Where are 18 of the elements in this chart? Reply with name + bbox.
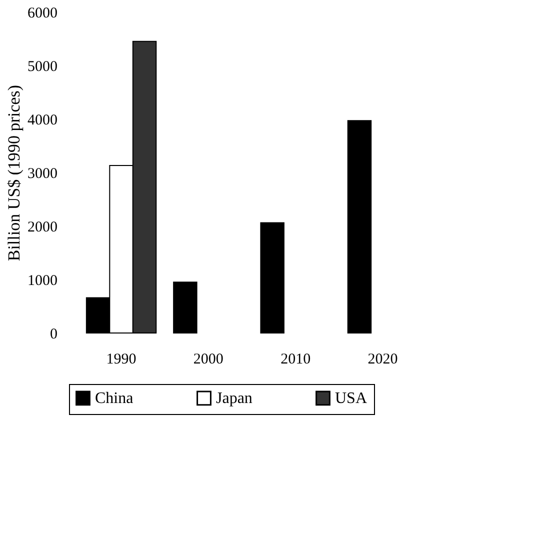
legend-label: Japan xyxy=(216,390,252,408)
bar xyxy=(173,282,198,334)
x-tick-label: 1990 xyxy=(106,352,136,368)
y-tick-label: 6000 xyxy=(28,6,58,22)
y-tick-label: 2000 xyxy=(28,220,58,236)
y-axis-title: Billion US$ (1990 prices) xyxy=(4,84,24,262)
y-tick-label: 5000 xyxy=(28,59,58,75)
y-tick-label: 0 xyxy=(50,326,58,342)
y-tick-label: 4000 xyxy=(28,112,58,128)
bar xyxy=(260,222,284,334)
y-tick-label: 1000 xyxy=(28,273,58,289)
bar xyxy=(347,120,372,334)
x-tick-label: 2000 xyxy=(193,352,224,368)
x-tick-label: 2020 xyxy=(368,352,398,368)
x-tick-label: 2010 xyxy=(280,352,311,368)
y-tick-label: 3000 xyxy=(28,166,58,182)
legend-label: China xyxy=(95,390,134,408)
legend-label: USA xyxy=(335,390,368,408)
